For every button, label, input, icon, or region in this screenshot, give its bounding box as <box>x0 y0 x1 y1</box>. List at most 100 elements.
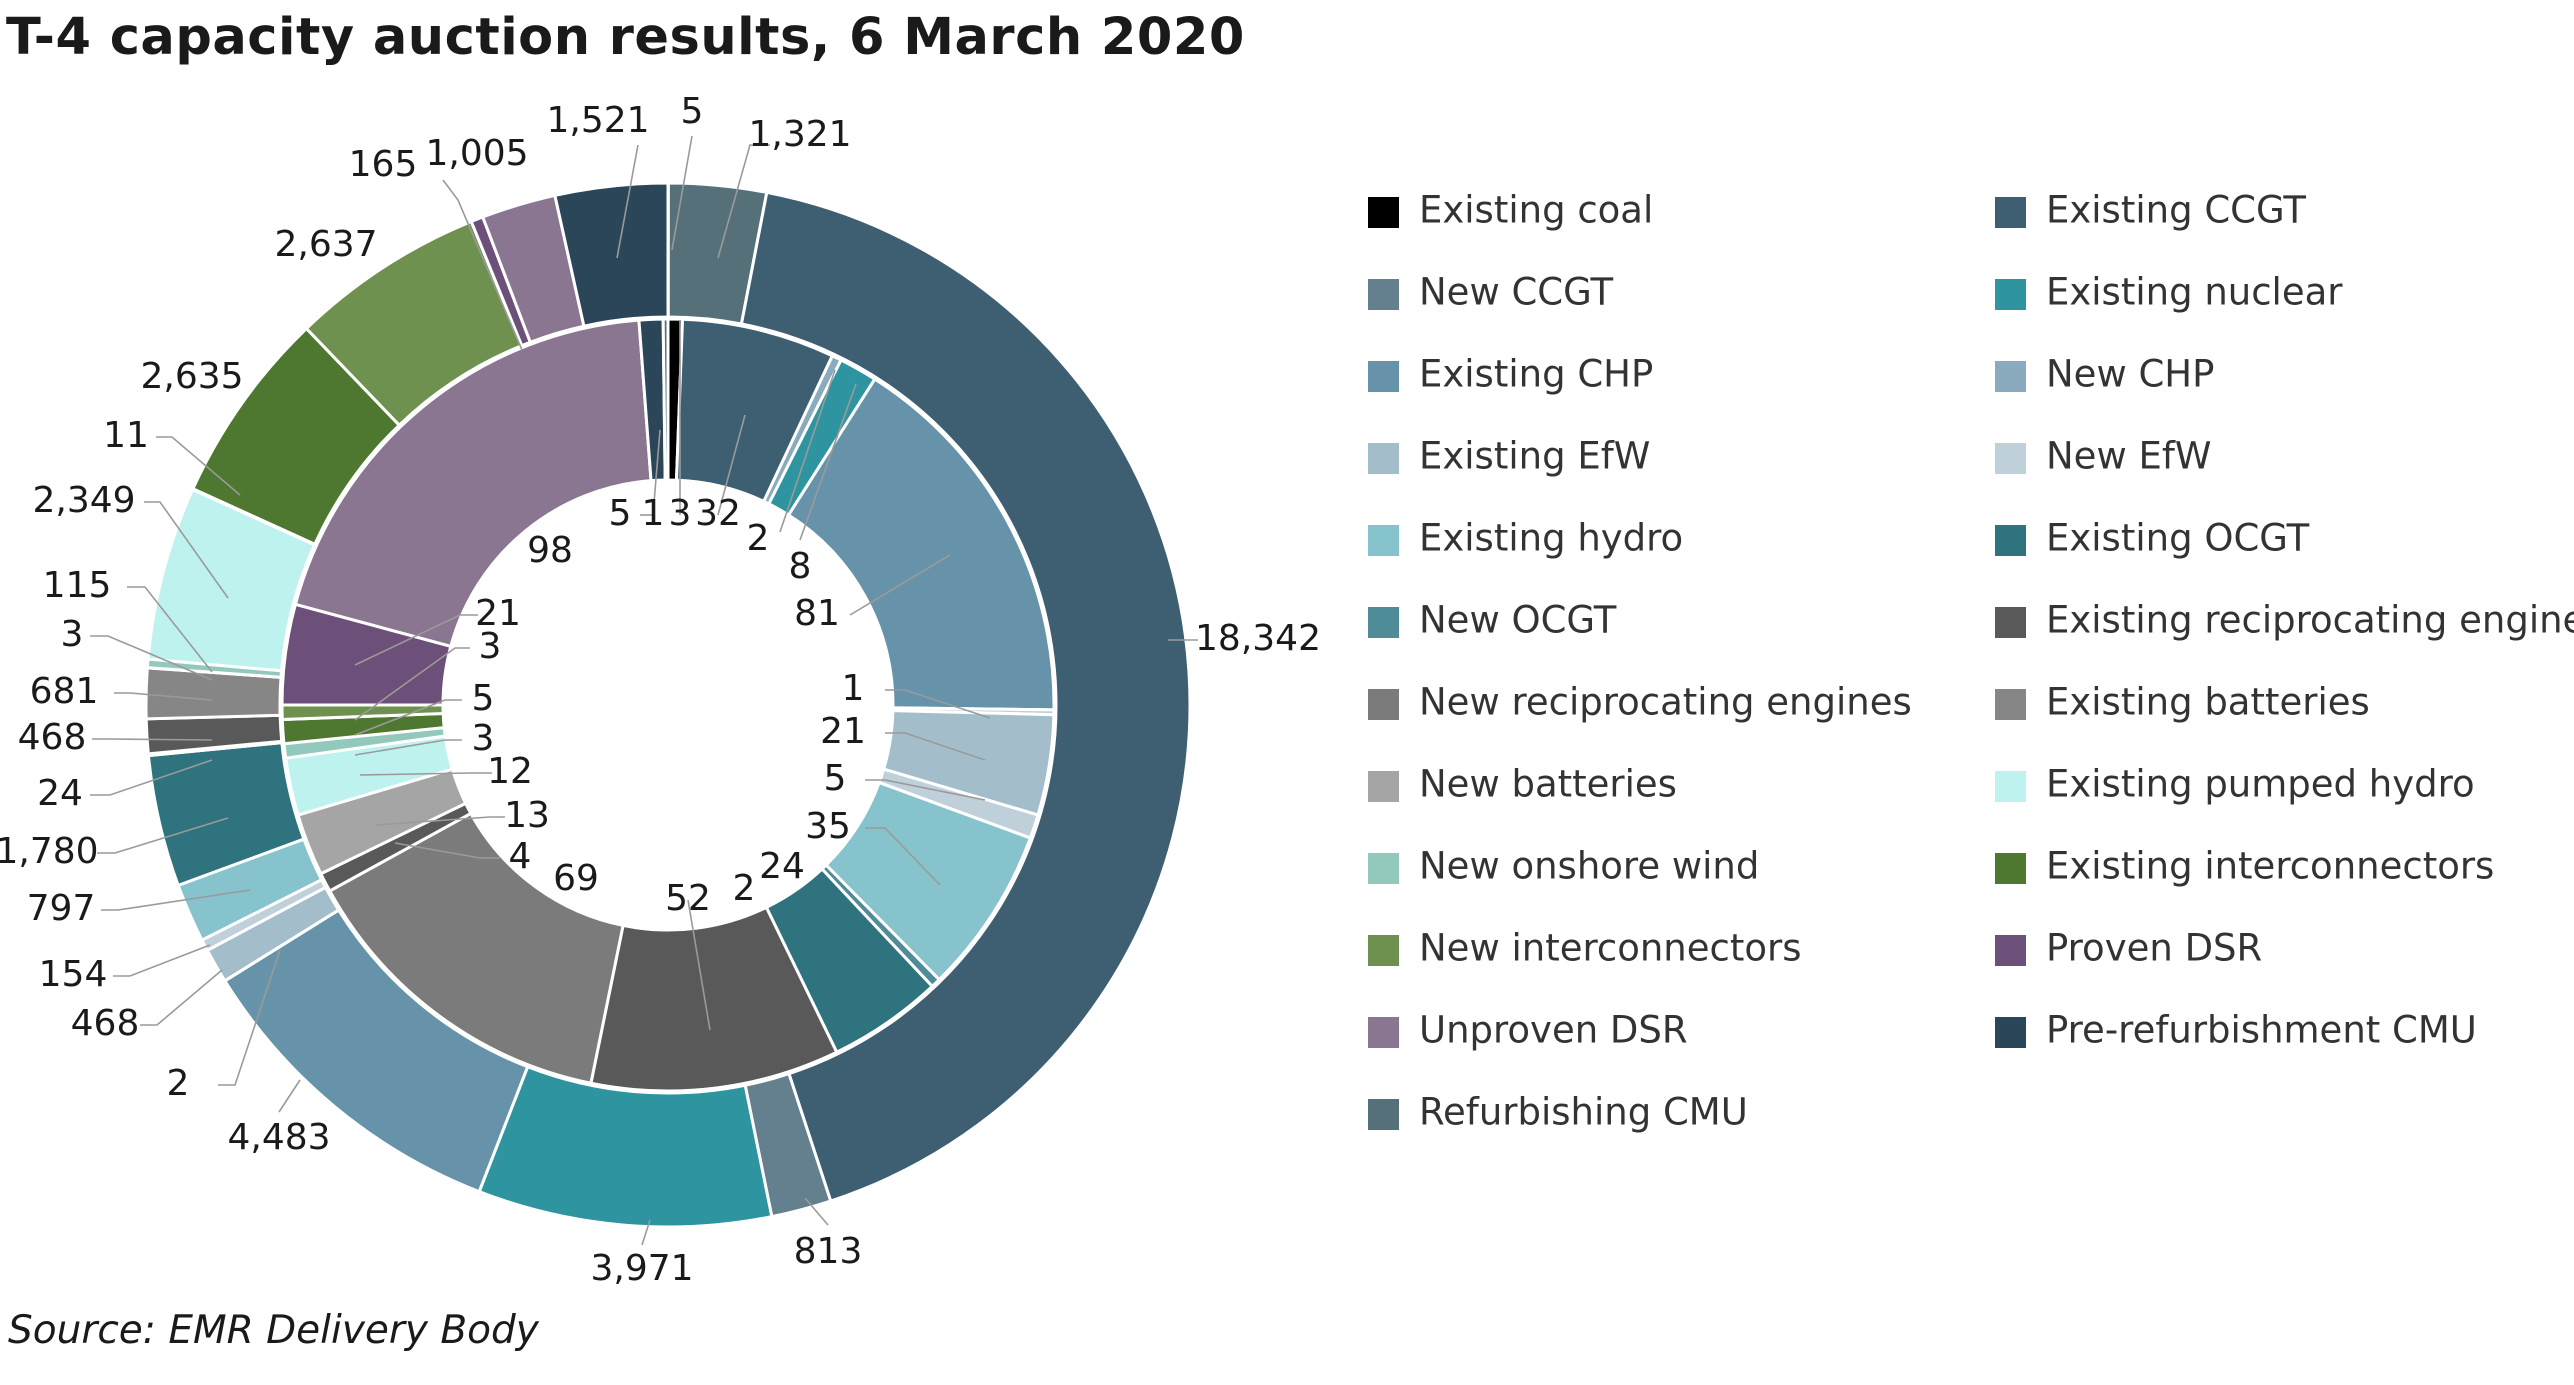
legend-item-new-ccgt: New CCGT <box>1368 271 1613 314</box>
legend-item-new-efw: New EfW <box>1995 435 2211 478</box>
inner-label-refurbishing-cmu: 1 <box>642 493 665 534</box>
legend-label: Existing hydro <box>1419 517 1683 560</box>
legend-swatch <box>1995 771 2026 802</box>
legend-label: New batteries <box>1419 763 1677 806</box>
inner-slice-refurbishing-cmu <box>661 317 670 482</box>
legend-label: New CHP <box>2046 353 2214 396</box>
legend-item-new-ocgt: New OCGT <box>1368 599 1617 642</box>
inner-label-existing-ocgt: 24 <box>759 846 805 887</box>
outer-label-existing-ccgt: 18,342 <box>1195 618 1321 659</box>
legend-swatch <box>1995 853 2026 884</box>
inner-leader-3 <box>799 383 857 541</box>
outer-leader-7 <box>140 969 223 1026</box>
legend-label: Existing batteries <box>2046 681 2370 724</box>
legend-swatch <box>1368 935 1399 966</box>
inner-leader-15 <box>359 772 492 776</box>
outer-leader-20 <box>442 179 523 351</box>
inner-slice-new-reciprocating-engines <box>327 811 625 1085</box>
legend-label: Unproven DSR <box>1419 1009 1688 1052</box>
outer-label-new-efw: 154 <box>39 954 108 995</box>
outer-label-new-interconnectors: 2,637 <box>274 224 377 265</box>
legend-item-existing-hydro: Existing hydro <box>1368 517 1683 560</box>
legend-swatch <box>1368 525 1399 556</box>
outer-leader-15 <box>127 586 213 673</box>
outer-leader-9 <box>101 889 251 911</box>
outer-label-existing-chp: 4,483 <box>227 1117 330 1158</box>
inner-slice-unproven-dsr <box>293 318 653 649</box>
outer-leader-10 <box>97 817 229 854</box>
outer-label-existing-nuclear: 3,971 <box>590 1248 693 1289</box>
legend-item-existing-pumped-hydro: Existing pumped hydro <box>1995 763 2475 806</box>
legend-label: Existing coal <box>1419 189 1653 232</box>
outer-label-existing-hydro: 797 <box>27 888 96 929</box>
outer-label-new-chp: 2 <box>167 1063 190 1104</box>
legend-swatch <box>1368 443 1399 474</box>
inner-label-existing-reciprocating-engines: 4 <box>509 836 532 877</box>
legend-swatch <box>1368 1017 1399 1048</box>
inner-label-existing-ccgt: 32 <box>695 493 741 534</box>
inner-leader-7 <box>865 779 986 801</box>
outer-label-existing-efw: 468 <box>71 1003 140 1044</box>
outer-leader-16 <box>144 501 229 599</box>
legend-item-existing-reciprocating-engines: Existing reciprocating engines <box>1995 599 2574 642</box>
legend-swatch <box>1368 1099 1399 1130</box>
legend-swatch <box>1995 607 2026 638</box>
inner-leader-5 <box>885 689 991 719</box>
inner-label-new-onshore-wind: 3 <box>479 626 502 667</box>
source-note: Source: EMR Delivery Body <box>8 1308 539 1353</box>
legend-label: Existing CCGT <box>2046 189 2306 232</box>
leader-lines <box>90 135 1198 1246</box>
outer-label-existing-interconnectors: 2,635 <box>140 356 243 397</box>
legend-item-existing-interconnectors: Existing interconnectors <box>1995 845 2494 888</box>
legend-item-new-chp: New CHP <box>1995 353 2214 396</box>
inner-leader-2 <box>779 369 836 533</box>
outer-leader-8 <box>113 944 211 977</box>
legend-item-existing-coal: Existing coal <box>1368 189 1653 232</box>
legend-swatch <box>1995 443 2026 474</box>
legend-item-new-batteries: New batteries <box>1368 763 1677 806</box>
legend-label: Existing OCGT <box>2046 517 2310 560</box>
legend-label: Refurbishing CMU <box>1419 1091 1748 1134</box>
legend-swatch <box>1368 361 1399 392</box>
outer-ring <box>144 181 1192 1229</box>
data-labels: 51,32118,3428133,9714,48324681547971,780… <box>0 91 1321 1289</box>
inner-label-existing-interconnectors: 5 <box>472 678 495 719</box>
legend-swatch <box>1995 361 2026 392</box>
inner-ring <box>280 317 1056 1093</box>
outer-slice-existing-nuclear <box>477 1064 774 1229</box>
inner-label-new-ocgt: 2 <box>733 868 756 909</box>
legend-swatch <box>1995 197 2026 228</box>
legend-swatch <box>1995 525 2026 556</box>
outer-leader-11 <box>90 759 213 796</box>
legend-label: Existing interconnectors <box>2046 845 2494 888</box>
outer-label-new-onshore-wind: 115 <box>43 565 112 606</box>
legend-label: New EfW <box>2046 435 2211 478</box>
inner-leader-19 <box>354 614 478 666</box>
legend-item-existing-ccgt: Existing CCGT <box>1995 189 2306 232</box>
outer-label-new-ccgt: 813 <box>794 1231 863 1272</box>
outer-leader-3 <box>804 1197 829 1226</box>
inner-label-existing-reciprocating-engines: 52 <box>665 878 711 919</box>
legend-item-existing-nuclear: Existing nuclear <box>1995 271 2343 314</box>
legend-label: Existing nuclear <box>2046 271 2343 314</box>
legend-label: Pre-refurbishment CMU <box>2046 1009 2477 1052</box>
legend-item-proven-dsr: Proven DSR <box>1995 927 2262 970</box>
outer-leader-17 <box>156 436 241 496</box>
outer-label-pre-refurbishment-cmu: 1,521 <box>546 100 649 141</box>
legend-label: Existing reciprocating engines <box>2046 599 2574 642</box>
legend-swatch <box>1995 1017 2026 1048</box>
outer-slice-existing-ccgt <box>739 190 1192 1203</box>
inner-label-proven-dsr: 21 <box>475 593 521 634</box>
legend-label: New OCGT <box>1419 599 1617 642</box>
legend-item-existing-batteries: Existing batteries <box>1995 681 2370 724</box>
outer-leader-4 <box>641 1219 651 1246</box>
inner-leader-16 <box>354 647 470 721</box>
inner-leader-22 <box>652 429 661 516</box>
legend-label: New reciprocating engines <box>1419 681 1912 724</box>
legend-item-existing-efw: Existing EfW <box>1368 435 1650 478</box>
legend-swatch <box>1368 853 1399 884</box>
legend-swatch <box>1368 607 1399 638</box>
chart-title: T-4 capacity auction results, 6 March 20… <box>6 8 1245 67</box>
inner-label-new-efw: 5 <box>824 758 847 799</box>
legend-swatch <box>1995 689 2026 720</box>
